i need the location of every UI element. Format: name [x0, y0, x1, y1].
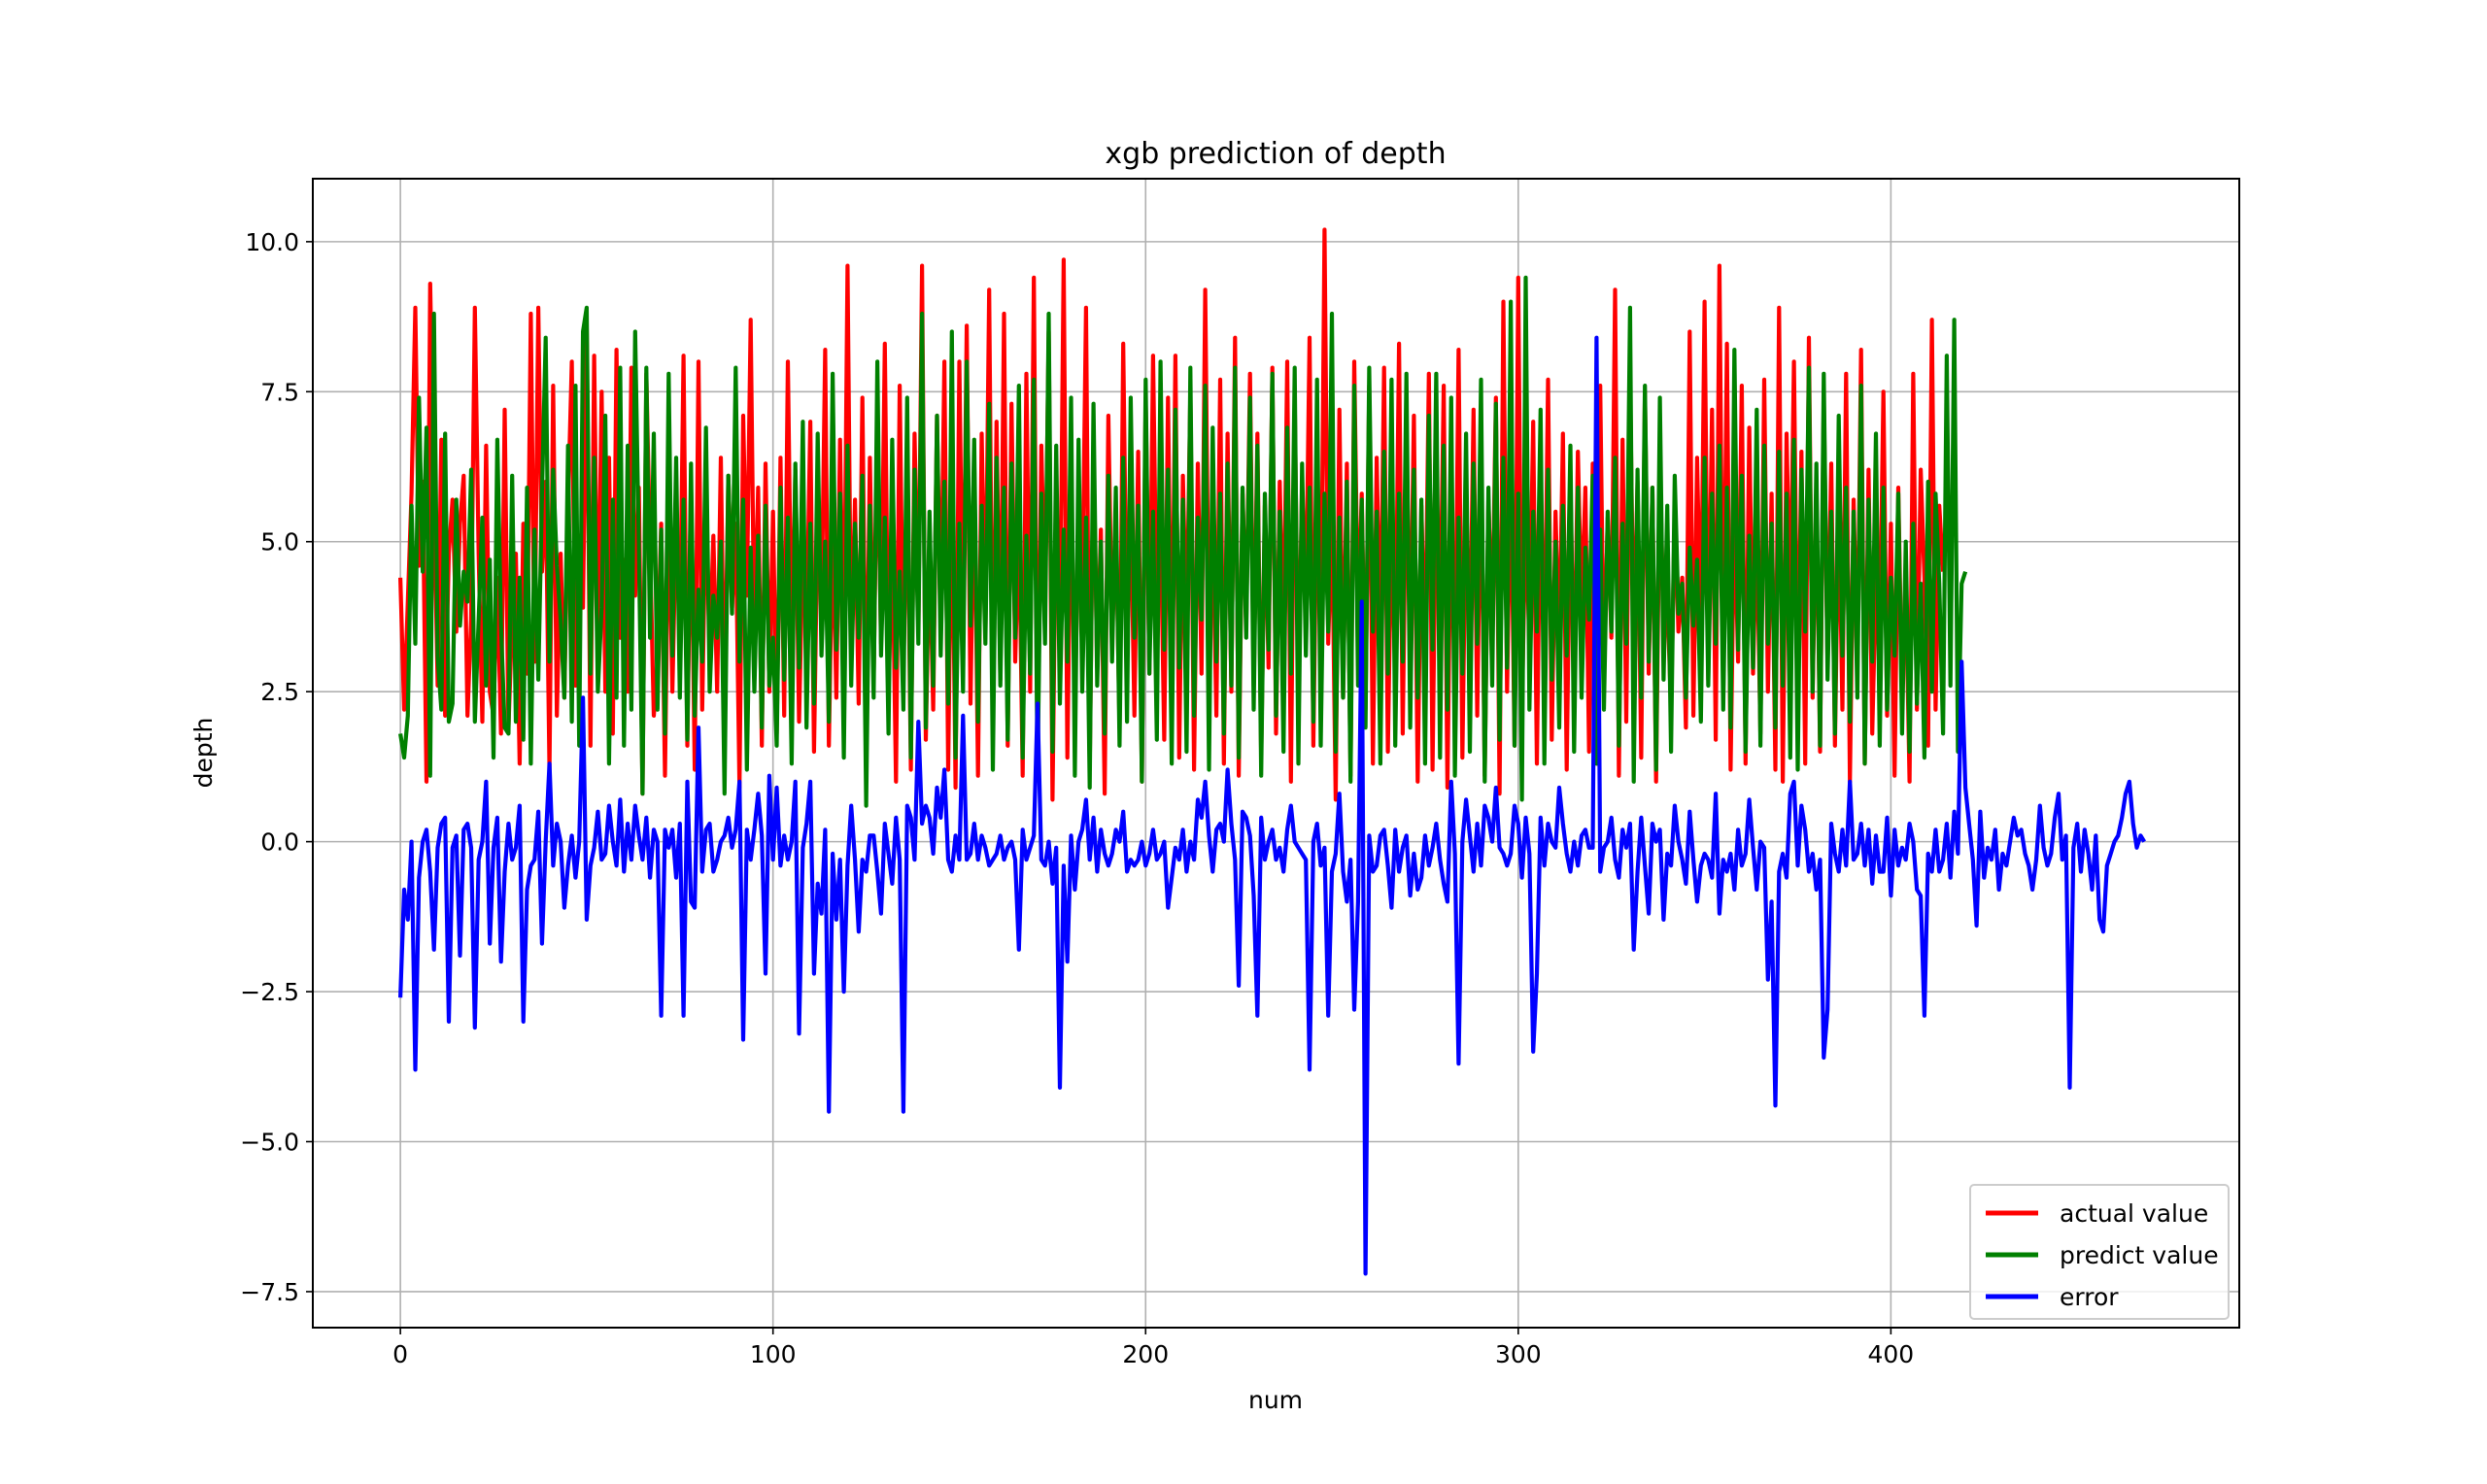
y-axis-ticks: 10.0 7.5 5.0 2.5 0.0 −2.5 −5.0 −7.5 [240, 228, 313, 1306]
series-lines [398, 227, 2146, 1276]
x-axis-ticks: 0 100 200 300 400 [392, 1328, 1914, 1368]
y-axis-label: depth [189, 718, 218, 789]
series-line-error [398, 335, 2146, 1276]
x-tick-label: 300 [1495, 1340, 1542, 1368]
x-tick-label: 100 [750, 1340, 797, 1368]
legend-label-actual: actual value [2060, 1199, 2208, 1228]
y-tick-label: −5.0 [240, 1128, 299, 1156]
legend-label-error: error [2060, 1283, 2119, 1311]
y-tick-label: 2.5 [260, 678, 299, 706]
x-axis-label: num [1248, 1386, 1303, 1414]
legend-label-predict: predict value [2060, 1241, 2219, 1269]
y-tick-label: 10.0 [245, 228, 299, 256]
x-tick-label: 200 [1122, 1340, 1169, 1368]
y-tick-label: −7.5 [240, 1278, 299, 1306]
y-tick-label: −2.5 [240, 978, 299, 1006]
y-tick-label: 7.5 [260, 378, 299, 406]
legend-box [1969, 1184, 2230, 1320]
series-line-predict [398, 275, 1968, 808]
y-tick-label: 5.0 [260, 528, 299, 556]
x-tick-label: 0 [392, 1340, 408, 1368]
legend: actual value predict value error [1969, 1184, 2230, 1320]
chart-title: xgb prediction of depth [1105, 137, 1446, 171]
y-tick-label: 0.0 [260, 828, 299, 857]
x-tick-label: 400 [1868, 1340, 1915, 1368]
plot-area-frame [312, 178, 2240, 1329]
